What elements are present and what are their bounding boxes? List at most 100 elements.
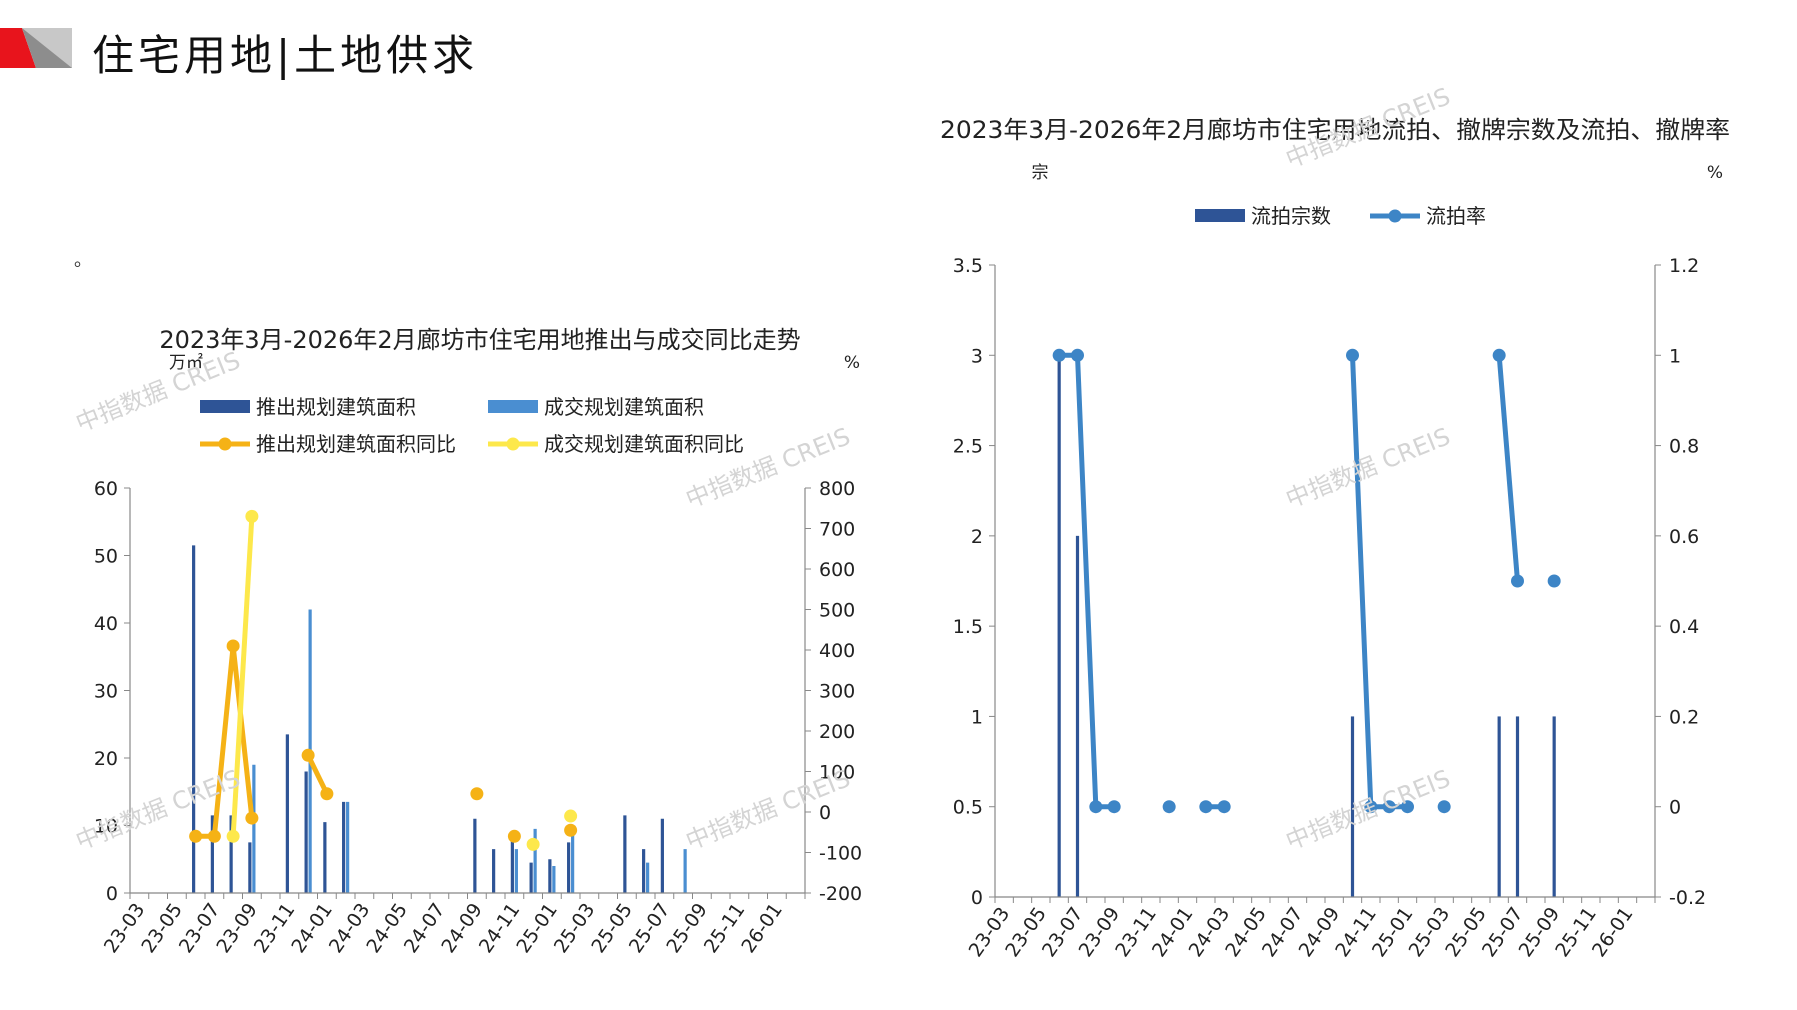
y-tick-label-right: 300 bbox=[819, 681, 855, 703]
bar-c2-s0 bbox=[1497, 716, 1501, 897]
legend-swatch bbox=[1195, 209, 1245, 222]
point-c2-s1 bbox=[1162, 800, 1176, 814]
point-c1-s2 bbox=[564, 823, 578, 837]
point-c2-s1 bbox=[1492, 348, 1506, 362]
point-c1-s2 bbox=[245, 811, 259, 825]
x-tick-label: 26-01 bbox=[1588, 903, 1638, 961]
chart1-title: 2023年3月-2026年2月廊坊市住宅用地推出与成交同比走势 bbox=[159, 326, 800, 354]
bar-c1-s1 bbox=[346, 801, 350, 893]
legend-label: 推出规划建筑面积同比 bbox=[256, 432, 456, 456]
y-tick-label-right: 500 bbox=[819, 600, 855, 622]
bar-c1-s0 bbox=[548, 859, 552, 893]
y-tick-label-left: 10 bbox=[94, 816, 118, 838]
note-text: 。 bbox=[74, 250, 92, 271]
point-c1-s3 bbox=[564, 809, 578, 823]
bar-c1-s0 bbox=[304, 771, 308, 893]
bar-c2-s0 bbox=[1057, 355, 1061, 897]
y-tick-label-right: 600 bbox=[819, 559, 855, 581]
bar-c1-s1 bbox=[646, 862, 650, 893]
logo-red-shape bbox=[0, 28, 36, 68]
bar-c1-s0 bbox=[342, 801, 346, 893]
y-tick-label-right: 0.4 bbox=[1669, 616, 1699, 638]
point-c2-s1 bbox=[1052, 348, 1066, 362]
y-tick-label-right: -0.2 bbox=[1669, 887, 1706, 909]
y-tick-label-right: 400 bbox=[819, 640, 855, 662]
y-tick-label-left: 3 bbox=[971, 345, 983, 367]
bar-c1-s1 bbox=[533, 828, 537, 893]
watermark: 中指数据 CREIS bbox=[1282, 422, 1454, 513]
bar-c2-s0 bbox=[1515, 716, 1520, 897]
bar-c1-s1 bbox=[252, 764, 256, 893]
legend-marker bbox=[1388, 209, 1402, 223]
bar-c2-s0 bbox=[1552, 716, 1556, 897]
bar-c1-s1 bbox=[552, 866, 556, 893]
legend-swatch bbox=[200, 400, 250, 413]
y-tick-label-right: 800 bbox=[819, 478, 855, 500]
bar-c1-s0 bbox=[473, 818, 477, 893]
bar-c2-s0 bbox=[1350, 716, 1355, 897]
y-tick-label-right: 0.2 bbox=[1669, 706, 1699, 728]
y-tick-label-left: 0 bbox=[971, 887, 983, 909]
line-c1-s3 bbox=[230, 516, 255, 837]
watermark: 中指数据 CREIS bbox=[72, 346, 244, 437]
line-c2-s1 bbox=[1496, 355, 1520, 582]
y-tick-label-left: 1.5 bbox=[953, 616, 983, 638]
point-c2-s1 bbox=[1346, 348, 1359, 362]
bar-c1-s0 bbox=[623, 815, 627, 893]
y-tick-label-left: 0.5 bbox=[953, 797, 983, 819]
point-c2-s1 bbox=[1217, 800, 1231, 814]
y-tick-label-right: 0.6 bbox=[1669, 526, 1699, 548]
legend-marker bbox=[218, 437, 232, 451]
line-c2-s1 bbox=[1350, 355, 1408, 810]
point-c2-s1 bbox=[1401, 800, 1414, 814]
legend-marker bbox=[506, 437, 520, 451]
y-tick-label-left: 30 bbox=[94, 681, 118, 703]
bar-c1-s0 bbox=[642, 849, 646, 893]
bar-c1-s0 bbox=[210, 815, 214, 893]
legend-label: 推出规划建筑面积 bbox=[256, 395, 416, 419]
point-c2-s1 bbox=[1199, 800, 1213, 814]
y-tick-label-left: 60 bbox=[94, 478, 118, 500]
y-tick-label-left: 20 bbox=[94, 748, 118, 770]
point-c2-s1 bbox=[1089, 800, 1103, 814]
legend-label: 流拍宗数 bbox=[1251, 204, 1331, 228]
chart2-ylabel-right: % bbox=[1707, 163, 1723, 183]
y-tick-label-right: 100 bbox=[819, 762, 855, 784]
line-c1-s2 bbox=[195, 643, 255, 839]
point-c1-s2 bbox=[207, 829, 221, 843]
point-c1-s3 bbox=[245, 509, 259, 523]
point-c2-s1 bbox=[1437, 800, 1451, 814]
y-tick-label-left: 1 bbox=[971, 706, 983, 728]
legend-label: 成交规划建筑面积 bbox=[544, 395, 704, 419]
point-c1-s2 bbox=[320, 787, 334, 801]
y-tick-label-right: 200 bbox=[819, 721, 855, 743]
y-tick-label-right: 700 bbox=[819, 519, 855, 541]
y-tick-label-right: -100 bbox=[819, 843, 862, 865]
bar-c1-s0 bbox=[229, 815, 233, 893]
bar-c1-s0 bbox=[285, 734, 289, 893]
bar-c1-s1 bbox=[683, 849, 687, 893]
bar-c1-s0 bbox=[660, 818, 664, 893]
point-c2-s1 bbox=[1107, 800, 1121, 814]
legend-swatch bbox=[488, 400, 538, 413]
bar-c1-s1 bbox=[514, 849, 518, 893]
y-tick-label-right: 1 bbox=[1669, 345, 1681, 367]
bar-c1-s0 bbox=[248, 842, 252, 893]
bar-c2-s0 bbox=[1075, 535, 1080, 897]
chart2-legend: 流拍宗数 流拍率 bbox=[1195, 204, 1486, 228]
point-c2-s1 bbox=[1382, 800, 1396, 814]
chart-supply-transaction: 2023年3月-2026年2月廊坊市住宅用地推出与成交同比走势 万㎡ % 推出规… bbox=[72, 326, 862, 957]
logo-dark-shape bbox=[22, 28, 72, 68]
point-c2-s1 bbox=[1511, 574, 1524, 588]
point-c2-s1 bbox=[1364, 800, 1378, 814]
point-c1-s3 bbox=[526, 837, 540, 851]
point-c1-s2 bbox=[470, 787, 484, 801]
y-tick-label-left: 2.5 bbox=[953, 436, 983, 458]
y-tick-label-right: 0.8 bbox=[1669, 436, 1699, 458]
brand-logo bbox=[0, 28, 72, 68]
bar-c1-s1 bbox=[571, 828, 575, 893]
legend-label: 成交规划建筑面积同比 bbox=[544, 432, 744, 456]
page-title: 住宅用地|土地供求 bbox=[92, 31, 479, 80]
y-tick-label-right: 0 bbox=[819, 802, 831, 824]
y-tick-label-left: 0 bbox=[106, 883, 118, 905]
